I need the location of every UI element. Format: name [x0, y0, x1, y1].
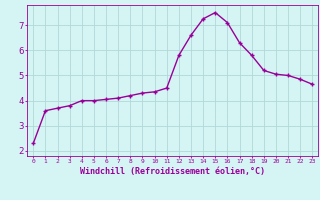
X-axis label: Windchill (Refroidissement éolien,°C): Windchill (Refroidissement éolien,°C) — [80, 167, 265, 176]
